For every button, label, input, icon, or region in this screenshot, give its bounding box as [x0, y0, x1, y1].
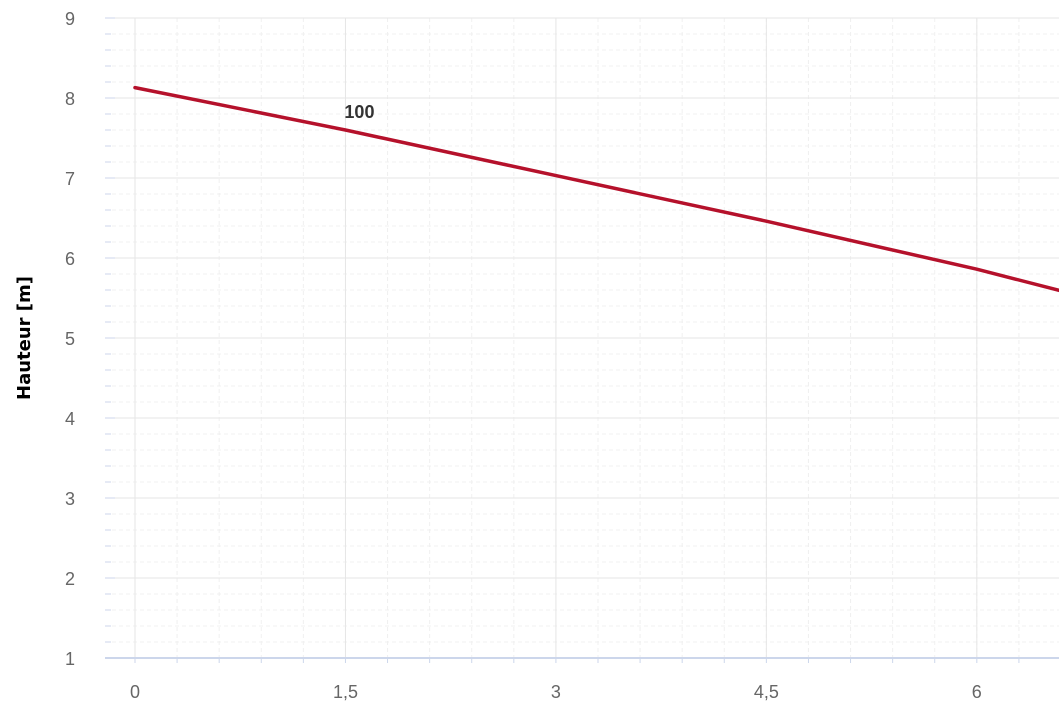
y-tick-label: 3: [65, 489, 75, 509]
y-tick-label: 6: [65, 249, 75, 269]
tick-labels: 0 1,5 3 4,5 6 1 2 3 4 5 6 7 8 9: [65, 9, 982, 702]
series-label: 100: [344, 102, 374, 122]
annotations-layer: 100: [344, 102, 374, 122]
x-tick-label: 4,5: [754, 682, 779, 702]
y-tick-label: 8: [65, 89, 75, 109]
x-tick-label: 6: [972, 682, 982, 702]
x-tick-label: 1,5: [333, 682, 358, 702]
y-tick-label: 9: [65, 9, 75, 29]
axes: [105, 17, 1059, 663]
series-layer: [133, 85, 1059, 293]
y-tick-label: 5: [65, 329, 75, 349]
y-tick-label: 7: [65, 169, 75, 189]
y-tick-label: 1: [65, 649, 75, 669]
y-tick-label: 4: [65, 409, 75, 429]
x-tick-label: 3: [551, 682, 561, 702]
y-tick-label: 2: [65, 569, 75, 589]
y-axis-title: Hauteur [m]: [14, 276, 35, 400]
series-line-100: [133, 85, 1059, 293]
x-tick-label: 0: [130, 682, 140, 702]
